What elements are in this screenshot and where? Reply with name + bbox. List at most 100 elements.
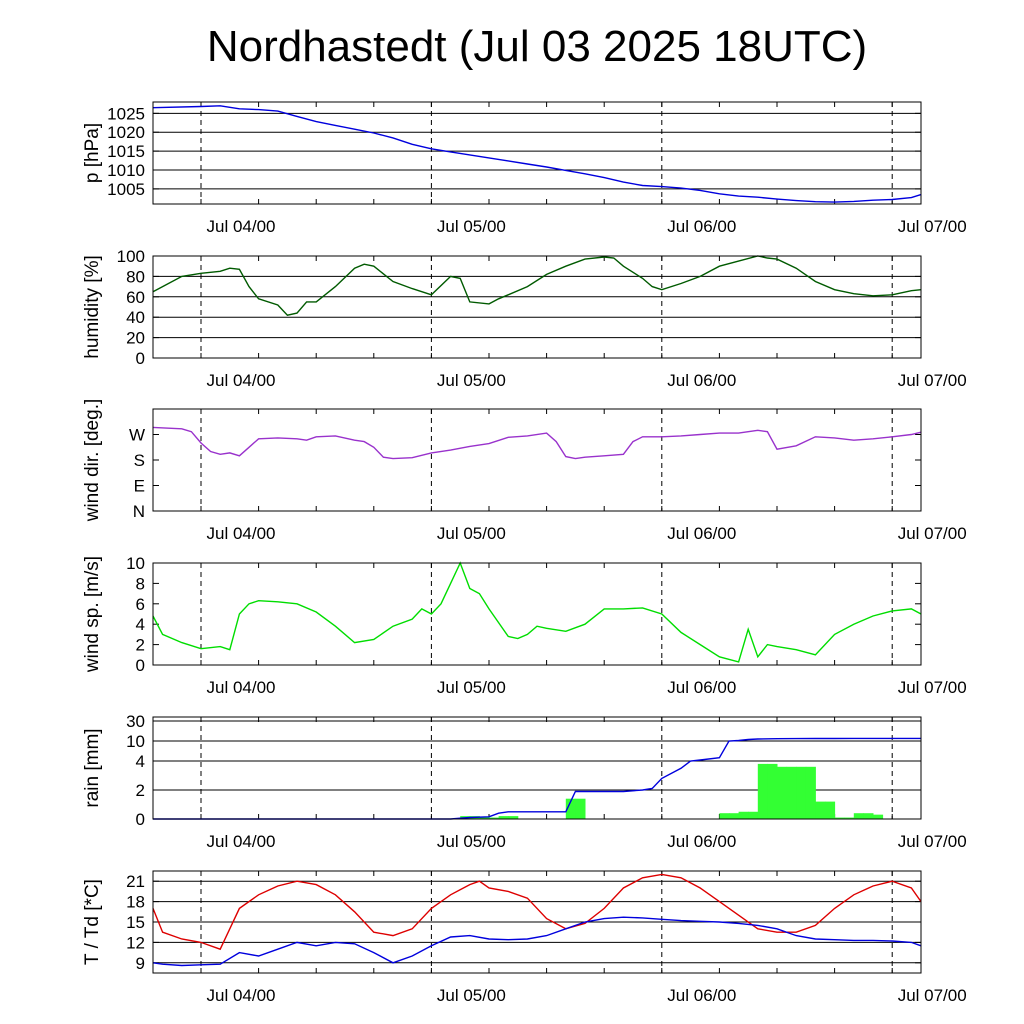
rain-bar bbox=[479, 816, 490, 819]
rain-bar bbox=[796, 766, 807, 819]
y-axis-label: rain [mm] bbox=[82, 728, 103, 807]
plot-frame bbox=[152, 255, 922, 359]
y-tick-label: 60 bbox=[126, 288, 145, 307]
x-tick-label: Jul 07/00 bbox=[898, 217, 967, 236]
plot-frame bbox=[152, 101, 922, 205]
rain-bar bbox=[825, 801, 836, 819]
rain-bar bbox=[853, 813, 864, 819]
y-tick-label: 20 bbox=[126, 329, 145, 348]
rain-bar bbox=[873, 814, 884, 819]
y-tick-label: 0 bbox=[136, 810, 145, 829]
chart-title: Nordhastedt (Jul 03 2025 18UTC) bbox=[206, 22, 868, 71]
series-line-1 bbox=[152, 426, 922, 460]
rain-bar bbox=[719, 813, 730, 819]
series-line-1 bbox=[152, 255, 922, 316]
x-tick-label: Jul 05/00 bbox=[437, 986, 506, 1005]
y-tick-label: E bbox=[134, 477, 145, 496]
rain-bar bbox=[767, 763, 778, 819]
series-line-1 bbox=[153, 737, 921, 820]
y-tick-label: 30 bbox=[126, 712, 145, 731]
rain-bar bbox=[844, 817, 855, 819]
rain-bar bbox=[729, 813, 740, 819]
x-tick-label: Jul 04/00 bbox=[207, 832, 276, 851]
y-tick-label: W bbox=[129, 426, 145, 445]
plot-frame bbox=[152, 870, 922, 974]
y-tick-label: 1020 bbox=[107, 123, 145, 142]
y-tick-label: 1010 bbox=[107, 161, 145, 180]
y-tick-label: 4 bbox=[136, 615, 145, 634]
rain-bar bbox=[863, 813, 874, 819]
y-tick-label: 21 bbox=[126, 872, 145, 891]
series-line-1 bbox=[152, 873, 922, 951]
rain-bar bbox=[777, 766, 788, 819]
x-tick-label: Jul 05/00 bbox=[437, 217, 506, 236]
y-tick-label: 6 bbox=[136, 595, 145, 614]
rain-bar bbox=[815, 801, 826, 819]
y-axis-label: wind dir. [deg.] bbox=[82, 399, 103, 523]
y-tick-label: 1015 bbox=[107, 142, 145, 161]
y-tick-label: 80 bbox=[126, 267, 145, 286]
rain-bar bbox=[738, 811, 749, 819]
x-tick-label: Jul 07/00 bbox=[898, 678, 967, 697]
y-axis-label: humidity [%] bbox=[82, 255, 103, 358]
x-tick-label: Jul 04/00 bbox=[207, 678, 276, 697]
x-tick-label: Jul 07/00 bbox=[898, 371, 967, 390]
x-tick-label: Jul 06/00 bbox=[667, 371, 736, 390]
rain-bar bbox=[786, 766, 797, 819]
x-tick-label: Jul 04/00 bbox=[207, 986, 276, 1005]
x-tick-label: Jul 04/00 bbox=[207, 371, 276, 390]
y-tick-label: 10 bbox=[126, 554, 145, 573]
y-tick-label: 0 bbox=[136, 349, 145, 368]
y-tick-label: 1025 bbox=[107, 104, 145, 123]
y-tick-label: S bbox=[134, 451, 145, 470]
plot-frame bbox=[152, 716, 922, 820]
x-tick-label: Jul 05/00 bbox=[437, 678, 506, 697]
y-tick-label: 1005 bbox=[107, 180, 145, 199]
y-tick-label: 4 bbox=[136, 752, 145, 771]
x-tick-label: Jul 04/00 bbox=[207, 524, 276, 543]
y-tick-label: 9 bbox=[136, 954, 145, 973]
rain-bar bbox=[805, 766, 816, 819]
y-tick-label: 100 bbox=[117, 247, 145, 266]
x-tick-label: Jul 07/00 bbox=[898, 832, 967, 851]
y-tick-label: 2 bbox=[136, 636, 145, 655]
rain-bar bbox=[508, 816, 519, 819]
rain-bar bbox=[575, 798, 586, 819]
y-tick-label: N bbox=[133, 502, 145, 521]
rain-bar bbox=[757, 763, 768, 819]
rain-bar bbox=[498, 816, 509, 819]
y-tick-label: 12 bbox=[126, 933, 145, 952]
y-axis-label: T / Td [*C] bbox=[82, 879, 103, 965]
series-line-1 bbox=[152, 561, 922, 663]
x-tick-label: Jul 06/00 bbox=[667, 678, 736, 697]
y-tick-label: 8 bbox=[136, 574, 145, 593]
series-line-2 bbox=[152, 916, 922, 967]
rain-bar bbox=[565, 798, 576, 819]
y-tick-label: 15 bbox=[126, 913, 145, 932]
x-tick-label: Jul 06/00 bbox=[667, 524, 736, 543]
x-tick-label: Jul 07/00 bbox=[898, 986, 967, 1005]
y-tick-label: 40 bbox=[126, 308, 145, 327]
x-tick-label: Jul 05/00 bbox=[437, 371, 506, 390]
y-tick-label: 2 bbox=[136, 781, 145, 800]
x-tick-label: Jul 06/00 bbox=[667, 832, 736, 851]
rain-bar bbox=[748, 811, 759, 819]
y-tick-label: 10 bbox=[126, 732, 145, 751]
x-tick-label: Jul 04/00 bbox=[207, 217, 276, 236]
plot-frame bbox=[152, 408, 922, 512]
y-tick-label: 0 bbox=[136, 656, 145, 675]
x-tick-label: Jul 05/00 bbox=[437, 524, 506, 543]
rain-bar bbox=[834, 817, 845, 819]
y-axis-label: p [hPa] bbox=[82, 123, 103, 183]
y-tick-label: 18 bbox=[126, 893, 145, 912]
x-tick-label: Jul 06/00 bbox=[667, 217, 736, 236]
x-tick-label: Jul 05/00 bbox=[437, 832, 506, 851]
y-axis-label: wind sp. [m/s] bbox=[82, 556, 103, 673]
x-tick-label: Jul 06/00 bbox=[667, 986, 736, 1005]
rain-bar bbox=[489, 817, 500, 819]
